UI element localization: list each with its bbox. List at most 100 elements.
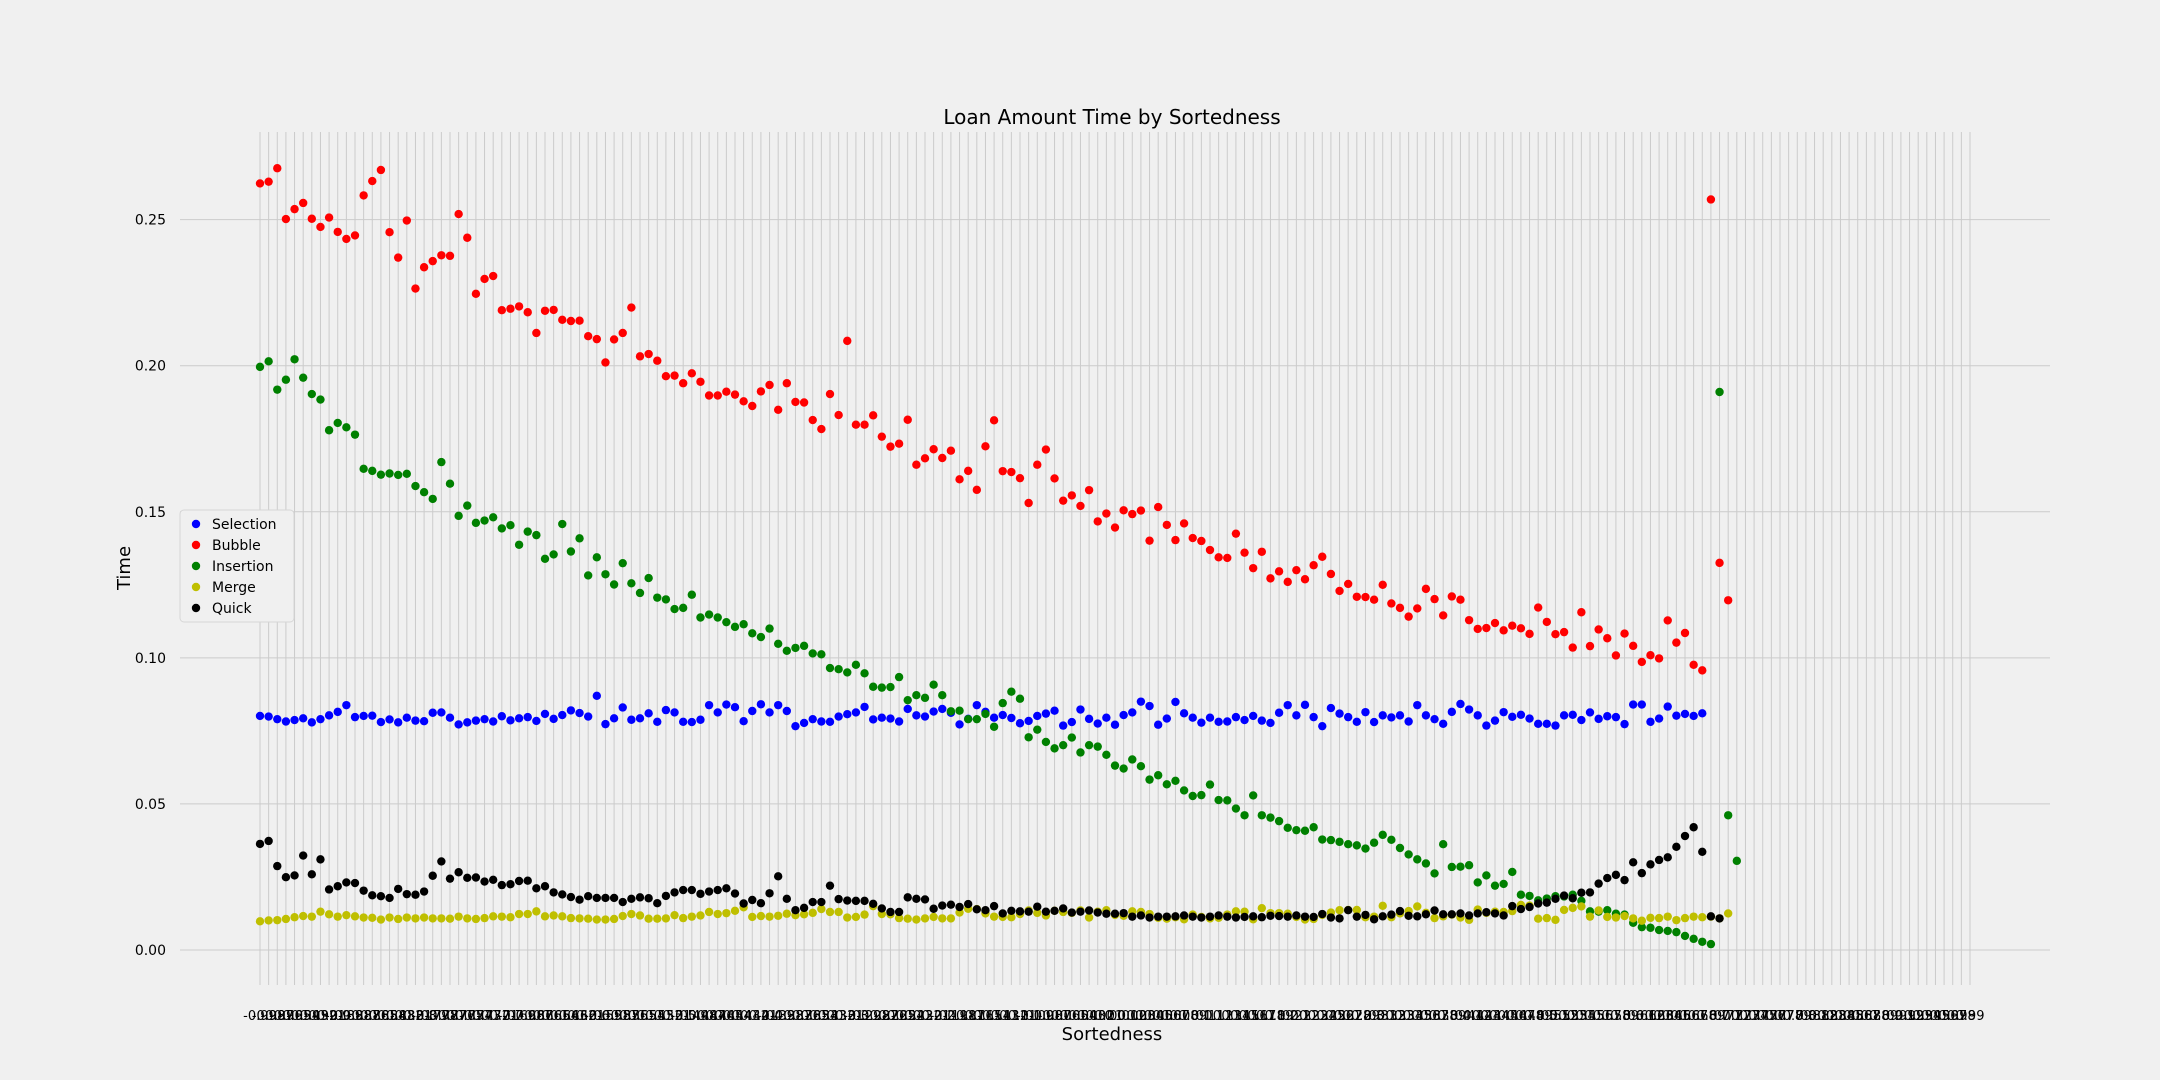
x-tick-label: 0.55: [1576, 1009, 1605, 1024]
legend-label: Merge: [212, 580, 256, 596]
x-tick-label: -0.3: [843, 1009, 868, 1024]
data-point: [393, 718, 403, 727]
data-point: [730, 889, 740, 898]
legend-marker: [191, 519, 201, 529]
data-point: [963, 899, 973, 909]
data-point: [333, 912, 342, 921]
data-point: [342, 910, 351, 920]
data-point: [549, 888, 558, 897]
data-point: [1145, 536, 1154, 545]
data-point: [799, 910, 809, 919]
data-point: [385, 893, 394, 903]
x-tick-label: 0.29: [1351, 1009, 1380, 1024]
x-tick-label: 0.01: [1109, 1009, 1138, 1024]
data-point: [1145, 913, 1154, 922]
data-point: [1240, 912, 1249, 922]
x-tick-label: 0.68: [1688, 1009, 1717, 1024]
data-point: [1015, 473, 1025, 483]
x-tick-label: 0.6: [1623, 1009, 1644, 1024]
x-tick-label: 0.78: [1774, 1009, 1803, 1024]
data-point: [583, 571, 593, 580]
x-tick-label: 0.24: [1308, 1009, 1337, 1024]
data-point: [972, 714, 982, 724]
x-tick-label: -0.72: [476, 1009, 510, 1024]
data-point: [748, 912, 757, 922]
data-point: [834, 712, 843, 721]
data-point: [411, 481, 420, 491]
data-point: [1413, 604, 1422, 613]
data-point: [549, 305, 558, 315]
data-point: [791, 643, 800, 653]
data-point: [730, 622, 740, 632]
data-point: [1318, 909, 1327, 919]
data-point: [575, 534, 584, 543]
x-tick-label: -0.16: [960, 1009, 994, 1024]
data-point: [748, 895, 757, 905]
data-point: [290, 204, 299, 214]
data-point: [376, 915, 386, 924]
data-point: [1594, 906, 1603, 915]
data-point: [350, 231, 360, 240]
x-tick-label: -0.6: [584, 1009, 609, 1024]
data-point: [1508, 621, 1517, 630]
data-point: [385, 913, 394, 922]
data-point: [851, 912, 861, 922]
x-tick-label: 0.85: [1835, 1009, 1864, 1024]
data-point: [998, 909, 1007, 918]
data-point: [989, 416, 999, 425]
data-point: [903, 704, 912, 714]
data-point: [696, 377, 705, 386]
data-point: [514, 302, 524, 311]
x-tick-label: 0.14: [1221, 1009, 1250, 1024]
data-point: [463, 914, 472, 923]
x-tick-label: 0.63: [1645, 1009, 1674, 1024]
data-point: [1058, 721, 1068, 730]
data-point: [1559, 905, 1569, 915]
x-tick-label: -0.65: [537, 1009, 571, 1024]
x-tick-label: -0.9: [325, 1009, 350, 1024]
x-tick-label: -0.68: [511, 1009, 545, 1024]
data-point: [1076, 907, 1085, 916]
data-point: [1413, 902, 1422, 911]
data-point: [730, 390, 740, 399]
data-point: [1499, 707, 1508, 717]
data-point: [627, 303, 636, 312]
data-point: [1456, 595, 1465, 604]
data-point: [1603, 912, 1612, 922]
data-point: [333, 882, 342, 891]
data-point: [540, 709, 550, 719]
data-point: [1361, 844, 1370, 853]
data-point: [290, 715, 299, 725]
data-point: [635, 714, 645, 723]
data-point: [955, 902, 964, 912]
data-point: [808, 649, 817, 658]
data-point: [307, 389, 317, 399]
data-point: [1309, 912, 1318, 922]
x-tick-label: 0.31: [1368, 1009, 1397, 1024]
data-point: [1723, 811, 1733, 820]
data-point: [929, 912, 938, 922]
x-tick-label: 0.4: [1450, 1009, 1471, 1024]
data-point: [722, 387, 731, 396]
x-tick-label: -0.28: [856, 1009, 890, 1024]
data-point: [324, 711, 334, 720]
data-point: [722, 884, 731, 893]
data-point: [756, 899, 766, 908]
data-point: [1058, 496, 1068, 505]
data-point: [402, 216, 412, 225]
data-point: [1654, 913, 1664, 923]
x-tick-label: 0.27: [1334, 1009, 1363, 1024]
data-point: [1274, 567, 1284, 576]
data-point: [1292, 911, 1301, 920]
data-point: [1188, 791, 1197, 801]
data-point: [419, 913, 429, 922]
x-tick-label: -0.08: [1029, 1009, 1063, 1024]
x-tick-label: 0.83: [1817, 1009, 1846, 1024]
x-tick-label: -0.41: [744, 1009, 778, 1024]
data-point: [350, 430, 360, 439]
data-point: [1033, 460, 1042, 469]
data-point: [1050, 744, 1059, 753]
data-point: [1248, 711, 1258, 721]
data-point: [1257, 811, 1267, 820]
data-point: [1577, 888, 1586, 897]
